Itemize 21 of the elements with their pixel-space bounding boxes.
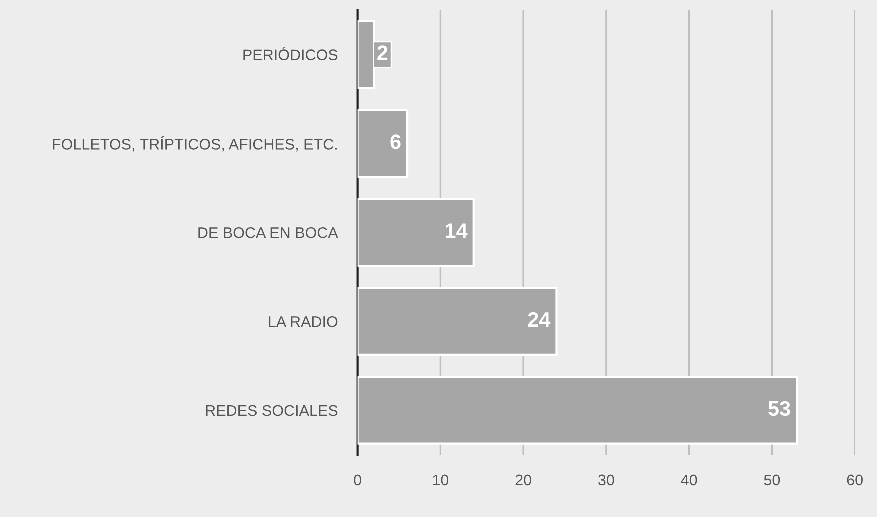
x-tick-label: 20 [516, 474, 532, 486]
y-tick-label: REDES SOCIALES [206, 405, 338, 416]
x-tick-label: 10 [433, 474, 449, 486]
x-tick-label: 60 [847, 474, 863, 486]
data-label: 6 [390, 134, 401, 150]
x-tick-label: 40 [681, 474, 698, 486]
bar [358, 287, 558, 356]
data-label: 14 [446, 224, 468, 238]
data-label: 53 [768, 401, 790, 416]
y-tick-label: DE BOCA EN BOCA [198, 228, 338, 238]
x-tick-label: 0 [354, 474, 362, 486]
y-tick-label: PERIÓDICOS [244, 47, 338, 60]
bar [358, 376, 798, 445]
data-label: 24 [528, 312, 551, 327]
bar [358, 198, 475, 268]
bar [358, 109, 409, 178]
x-tick-label: 50 [764, 474, 780, 486]
data-label: 2 [378, 46, 388, 60]
y-tick-label: FOLLETOS, TRÍPTICOS, AFICHES, ETC. [53, 136, 337, 152]
y-tick-label: LA RADIO [269, 316, 338, 328]
x-tick-label: 30 [598, 474, 614, 486]
